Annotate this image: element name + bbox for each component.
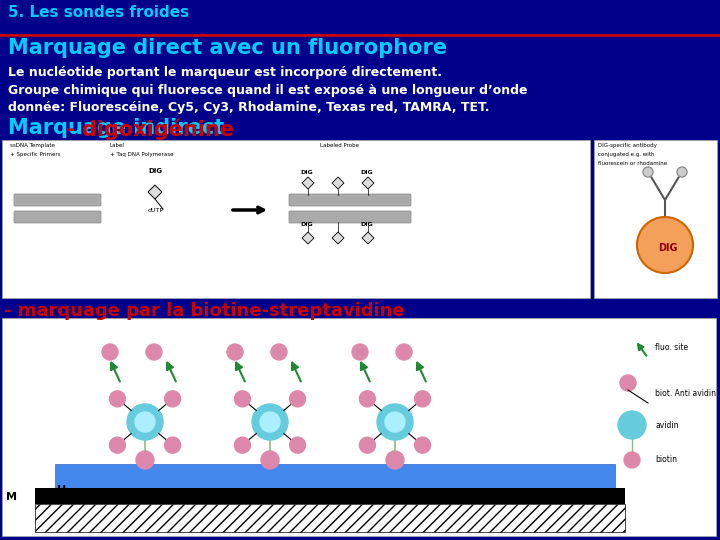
FancyBboxPatch shape (35, 504, 625, 532)
Circle shape (136, 451, 154, 469)
Circle shape (618, 411, 646, 439)
Text: + Taq DNA Polymerase: + Taq DNA Polymerase (110, 152, 174, 157)
Circle shape (165, 437, 181, 453)
Polygon shape (332, 177, 344, 189)
Text: Label: Label (110, 143, 125, 148)
FancyBboxPatch shape (289, 211, 411, 223)
Circle shape (289, 391, 305, 407)
FancyBboxPatch shape (14, 194, 101, 206)
FancyBboxPatch shape (55, 464, 615, 488)
Circle shape (677, 167, 687, 177)
Polygon shape (332, 232, 344, 244)
Circle shape (415, 437, 431, 453)
Circle shape (109, 391, 125, 407)
Circle shape (146, 344, 162, 360)
Text: - marquage par la biotine-streptavidine: - marquage par la biotine-streptavidine (4, 302, 405, 320)
Circle shape (135, 412, 155, 432)
Circle shape (643, 167, 653, 177)
Text: biot. Anti avidin: biot. Anti avidin (655, 388, 716, 397)
Circle shape (359, 437, 375, 453)
Circle shape (235, 391, 251, 407)
FancyBboxPatch shape (14, 211, 101, 223)
Text: H: H (57, 485, 66, 495)
Circle shape (386, 451, 404, 469)
Polygon shape (302, 232, 314, 244)
Circle shape (415, 391, 431, 407)
Text: - digoxigénine: - digoxigénine (8, 118, 234, 139)
Circle shape (252, 404, 288, 440)
Text: Labeled Probe: Labeled Probe (320, 143, 359, 148)
Text: dUTP: dUTP (148, 208, 164, 213)
Circle shape (165, 391, 181, 407)
Circle shape (127, 404, 163, 440)
Circle shape (271, 344, 287, 360)
Circle shape (227, 344, 243, 360)
Circle shape (620, 375, 636, 391)
Text: fluorescein or rhodamine: fluorescein or rhodamine (598, 161, 667, 166)
Polygon shape (362, 177, 374, 189)
Text: avidin: avidin (655, 421, 678, 429)
Circle shape (624, 452, 640, 468)
Text: conjugated e.g. with: conjugated e.g. with (598, 152, 654, 157)
Circle shape (352, 344, 368, 360)
Circle shape (637, 217, 693, 273)
FancyBboxPatch shape (2, 140, 590, 298)
Text: DIG: DIG (148, 168, 162, 174)
Circle shape (377, 404, 413, 440)
Text: 5. Les sondes froides: 5. Les sondes froides (8, 5, 189, 20)
Circle shape (396, 344, 412, 360)
Text: Le nucléotide portant le marqueur est incorporé directement.: Le nucléotide portant le marqueur est in… (8, 66, 442, 79)
Text: DIG: DIG (300, 170, 312, 175)
Circle shape (385, 412, 405, 432)
FancyBboxPatch shape (35, 488, 625, 504)
FancyBboxPatch shape (2, 318, 716, 536)
Text: donnée: Fluorescéine, Cy5, Cy3, Rhodamine, Texas red, TAMRA, TET.: donnée: Fluorescéine, Cy5, Cy3, Rhodamin… (8, 101, 490, 114)
FancyBboxPatch shape (289, 194, 411, 206)
Circle shape (289, 437, 305, 453)
Text: + Specific Primers: + Specific Primers (10, 152, 60, 157)
Text: Groupe chimique qui fluoresce quand il est exposé à une longueur d’onde: Groupe chimique qui fluoresce quand il e… (8, 84, 528, 97)
Circle shape (261, 451, 279, 469)
Text: DIG: DIG (300, 222, 312, 227)
Circle shape (102, 344, 118, 360)
Circle shape (260, 412, 280, 432)
Text: DIG: DIG (360, 222, 373, 227)
Circle shape (235, 437, 251, 453)
Polygon shape (148, 185, 162, 199)
Text: M: M (6, 492, 17, 502)
Circle shape (359, 391, 375, 407)
Text: DIG: DIG (658, 243, 678, 253)
Text: biotin: biotin (655, 456, 677, 464)
Text: DIG: DIG (360, 170, 373, 175)
Text: fluo. site: fluo. site (655, 343, 688, 353)
Polygon shape (362, 232, 374, 244)
Text: Marquage indirect: Marquage indirect (8, 118, 224, 138)
Circle shape (109, 437, 125, 453)
Text: DIG-specific antibody: DIG-specific antibody (598, 143, 657, 148)
Polygon shape (302, 177, 314, 189)
Text: Marquage direct avec un fluorophore: Marquage direct avec un fluorophore (8, 38, 447, 58)
Text: ssDNA Template: ssDNA Template (10, 143, 55, 148)
FancyBboxPatch shape (594, 140, 717, 298)
